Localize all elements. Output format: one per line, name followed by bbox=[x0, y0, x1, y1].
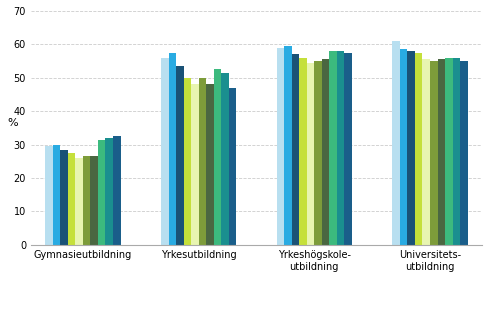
Bar bbox=[314, 61, 321, 245]
Bar bbox=[90, 156, 98, 245]
Bar bbox=[83, 156, 90, 245]
Bar bbox=[336, 51, 344, 245]
Bar bbox=[391, 41, 399, 245]
Bar bbox=[98, 140, 105, 245]
Bar bbox=[60, 150, 68, 245]
Bar bbox=[75, 158, 83, 245]
Bar bbox=[414, 53, 422, 245]
Bar bbox=[113, 136, 120, 245]
Bar bbox=[459, 61, 467, 245]
Bar bbox=[321, 59, 329, 245]
Bar bbox=[168, 53, 176, 245]
Bar bbox=[191, 84, 198, 245]
Bar bbox=[198, 78, 206, 245]
Bar bbox=[429, 61, 437, 245]
Bar bbox=[299, 58, 306, 245]
Bar bbox=[444, 58, 451, 245]
Y-axis label: %: % bbox=[7, 118, 18, 128]
Bar bbox=[176, 66, 183, 245]
Bar bbox=[422, 59, 429, 245]
Bar bbox=[407, 51, 414, 245]
Bar bbox=[451, 58, 459, 245]
Bar bbox=[221, 73, 228, 245]
Bar bbox=[68, 153, 75, 245]
Bar bbox=[228, 88, 236, 245]
Bar bbox=[213, 69, 221, 245]
Bar bbox=[276, 48, 284, 245]
Bar bbox=[53, 145, 60, 245]
Bar bbox=[344, 53, 351, 245]
Bar bbox=[206, 84, 213, 245]
Bar bbox=[161, 58, 168, 245]
Bar bbox=[306, 63, 314, 245]
Bar bbox=[45, 146, 53, 245]
Bar bbox=[284, 46, 291, 245]
Bar bbox=[291, 54, 299, 245]
Bar bbox=[437, 59, 444, 245]
Bar bbox=[329, 51, 336, 245]
Bar bbox=[105, 138, 113, 245]
Bar bbox=[183, 78, 191, 245]
Bar bbox=[399, 49, 407, 245]
